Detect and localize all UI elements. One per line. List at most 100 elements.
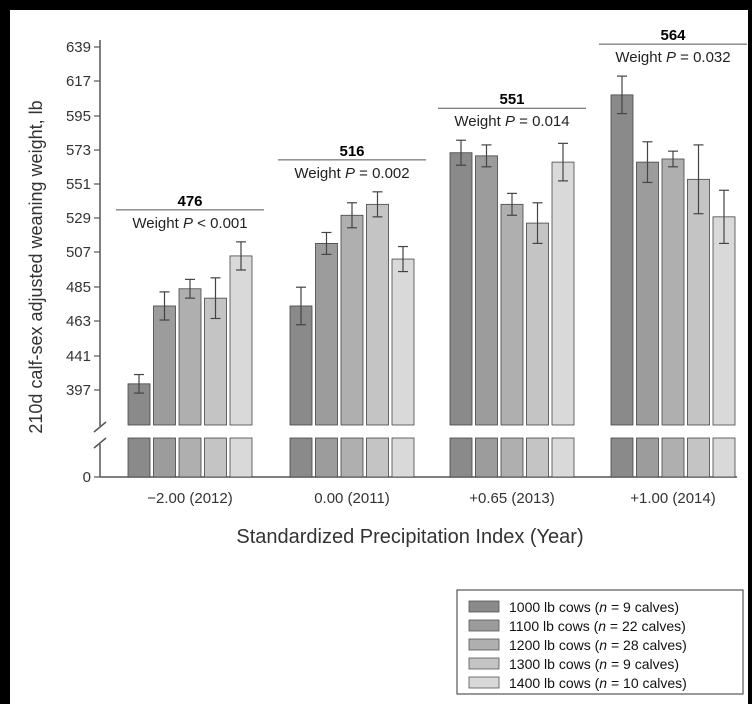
bar-stub (712, 437, 736, 478)
legend-n: n (599, 675, 607, 691)
legend-label: 1200 lb cows (n = 28 calves) (509, 637, 687, 653)
legend-rest: cows ( (554, 618, 599, 634)
y-axis-label: 210d calf-sex adjusted weaning weight, l… (26, 100, 46, 433)
legend-rest: cows ( (555, 656, 600, 672)
legend-count: = 9 calves) (607, 599, 679, 615)
group-p-label: Weight P = 0.002 (294, 165, 409, 182)
bar (661, 158, 685, 426)
legend-weight: 1200 lb (509, 637, 555, 653)
y-tick-label: 573 (66, 142, 91, 159)
bar (526, 222, 549, 426)
legend-rest: cows ( (555, 599, 600, 615)
p-label-prefix: Weight (454, 113, 505, 130)
group-mean-label: 564 (660, 27, 686, 44)
y-tick-label: 485 (66, 279, 91, 296)
bar-stub (526, 437, 549, 478)
p-label-value: = 0.014 (515, 113, 570, 130)
p-label-value: = 0.002 (355, 165, 410, 182)
p-label-value: = 0.032 (676, 49, 731, 66)
bar-stub (475, 437, 498, 478)
legend-box (456, 589, 744, 695)
legend-count: = 28 calves) (607, 637, 687, 653)
bar-stub (289, 437, 313, 478)
p-symbol: P (505, 113, 515, 130)
group-p-label: Weight P = 0.032 (615, 49, 730, 66)
bar (153, 305, 176, 426)
y-tick-label: 551 (66, 176, 91, 193)
bar (610, 94, 634, 426)
legend-swatch (468, 676, 500, 689)
group-mean-label: 516 (339, 143, 364, 160)
bar (475, 155, 498, 426)
legend-weight: 1400 lb (509, 675, 555, 691)
group-p-label: Weight P = 0.014 (454, 113, 569, 130)
bar (551, 161, 575, 426)
legend-label: 1000 lb cows (n = 9 calves) (509, 599, 679, 615)
p-symbol: P (183, 215, 193, 232)
legend-rest: cows ( (555, 637, 600, 653)
x-tick-label: +1.00 (2014) (630, 490, 715, 507)
p-symbol: P (666, 49, 676, 66)
bar-stub (449, 437, 473, 478)
bar-stub (127, 437, 151, 478)
y-tick-label: 463 (66, 313, 91, 330)
legend-count: = 22 calves) (606, 618, 686, 634)
bar (315, 243, 338, 426)
y-tick-label: 507 (66, 244, 91, 261)
legend: 1000 lb cows (n = 9 calves)1100 lb cows … (456, 589, 744, 695)
legend-swatch (468, 657, 500, 670)
x-axis-label: Standardized Precipitation Index (Year) (236, 526, 583, 548)
legend-swatch (468, 600, 500, 613)
p-label-prefix: Weight (132, 215, 183, 232)
x-tick-label: −2.00 (2012) (147, 490, 232, 507)
legend-n: n (599, 599, 607, 615)
bar (500, 203, 524, 426)
bar-stub (551, 437, 575, 478)
legend-label: 1300 lb cows (n = 9 calves) (509, 656, 679, 672)
y-tick-label: 617 (66, 73, 91, 90)
bar (449, 152, 473, 426)
group-mean-label: 476 (177, 193, 202, 210)
legend-n: n (598, 618, 606, 634)
bar-stub (204, 437, 227, 478)
bar-stub (153, 437, 176, 478)
legend-label: 1100 lb cows (n = 22 calves) (509, 618, 686, 634)
y-tick-label: 595 (66, 108, 91, 125)
p-label-prefix: Weight (294, 165, 345, 182)
bar-stub (366, 437, 389, 478)
group-mean-label: 551 (499, 91, 524, 108)
bar (636, 161, 659, 426)
bar-stub (229, 437, 253, 478)
p-symbol: P (345, 165, 355, 182)
y-tick-label: 639 (66, 39, 91, 56)
bar-stub (391, 437, 415, 478)
legend-n: n (599, 656, 607, 672)
legend-weight: 1000 lb (509, 599, 555, 615)
bar-stub (340, 437, 364, 478)
bar (687, 178, 710, 426)
bar-stub (661, 437, 685, 478)
x-tick-label: 0.00 (2011) (314, 490, 390, 507)
bar (391, 258, 415, 426)
bar (340, 214, 364, 426)
y-tick-label: 529 (66, 210, 91, 227)
bar-stub (610, 437, 634, 478)
p-label-prefix: Weight (615, 49, 666, 66)
legend-rest: cows ( (555, 675, 600, 691)
bar (712, 216, 736, 426)
y-tick-label-zero: 0 (83, 469, 91, 486)
bar-stub (687, 437, 710, 478)
bar-stub (315, 437, 338, 478)
bar-stub (500, 437, 524, 478)
legend-n: n (599, 637, 607, 653)
legend-weight: 1100 lb (509, 618, 554, 634)
bar-stub (178, 437, 202, 478)
legend-weight: 1300 lb (509, 656, 555, 672)
y-tick-label: 397 (66, 382, 91, 399)
legend-count: = 9 calves) (607, 656, 679, 672)
bar (366, 203, 389, 426)
legend-count: = 10 calves) (607, 675, 687, 691)
bars (127, 75, 736, 478)
bar (178, 288, 202, 426)
